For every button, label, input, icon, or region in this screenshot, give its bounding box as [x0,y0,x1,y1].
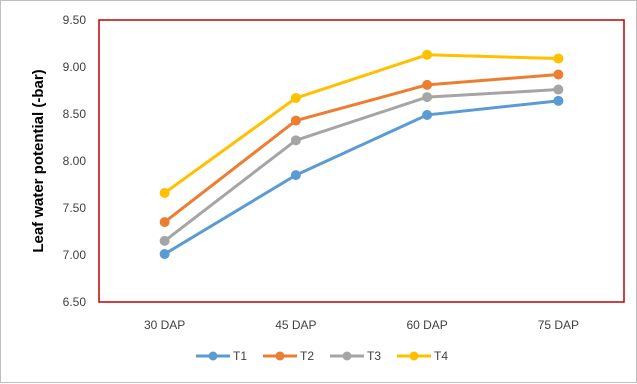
y-tick-label: 7.50 [63,201,87,215]
y-tick-label: 8.50 [63,107,87,121]
x-tick-label: 60 DAP [406,318,447,332]
legend-label-t2: T2 [300,349,314,363]
data-point-t1 [290,170,301,181]
data-point-t1 [159,249,170,260]
data-point-t2 [290,115,301,126]
legend-label-t4: T4 [434,349,448,363]
data-point-t4 [290,93,301,104]
y-tick-label: 9.50 [63,13,87,27]
data-point-t1 [422,109,433,120]
y-tick-label: 6.50 [63,295,87,309]
data-point-t3 [553,84,564,95]
y-tick-label: 9.00 [63,60,87,74]
data-point-t4 [159,187,170,198]
data-point-t3 [290,135,301,146]
legend-marker-t4 [409,351,419,361]
series-line-t3 [163,88,560,243]
data-point-t2 [553,69,564,80]
data-point-t4 [422,49,433,60]
x-tick-label: 45 DAP [275,318,316,332]
legend-label-t3: T3 [367,349,381,363]
data-point-t4 [553,53,564,64]
data-point-t3 [422,92,433,103]
legend-marker-t3 [342,351,352,361]
data-point-t1 [553,95,564,106]
series-line-t1 [163,99,560,256]
plot-area-border [98,19,625,303]
x-tick-label: 75 DAP [538,318,579,332]
series-line-t4 [163,53,560,195]
legend-marker-t2 [275,351,285,361]
y-axis-title: Leaf water potential (-bar) [30,69,47,252]
y-tick-label: 7.00 [63,248,87,262]
y-tick-label: 8.00 [63,154,87,168]
x-tick-label: 30 DAP [144,318,185,332]
legend-label-t1: T1 [233,349,247,363]
legend-marker-t1 [208,351,218,361]
series-line-t2 [163,73,560,224]
data-point-t2 [159,217,170,228]
data-point-t3 [159,235,170,246]
data-point-t2 [422,79,433,90]
